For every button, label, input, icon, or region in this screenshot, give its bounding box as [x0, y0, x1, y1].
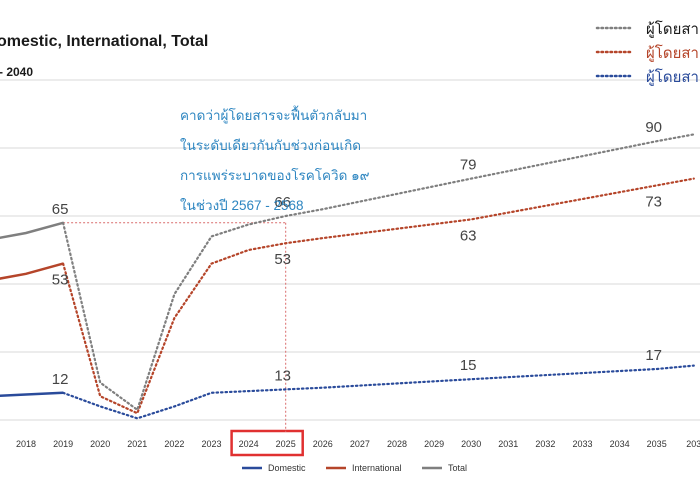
bottom-legend: Domestic International Total [242, 463, 467, 473]
x-tick-label: 2031 [498, 439, 518, 449]
x-tick-label: 2034 [610, 439, 630, 449]
data-labels: 65 53 12 66 53 13 79 63 15 90 73 17 [52, 119, 662, 388]
data-label: 79 [460, 157, 477, 174]
x-tick-label: 2024 [239, 439, 259, 449]
x-tick-label: 2020 [90, 439, 110, 449]
x-tick-label: 2019 [53, 439, 73, 449]
x-tick-label: 2022 [164, 439, 184, 449]
series-actual-international [0, 262, 64, 280]
series-actual-domestic [0, 391, 64, 397]
x-tick-label: 2029 [424, 439, 444, 449]
data-label: 90 [645, 119, 662, 136]
x-tick-label: 2030 [461, 439, 481, 449]
series-forecast-domestic [61, 364, 695, 420]
x-tick-label: 2032 [535, 439, 555, 449]
gridlines [0, 79, 700, 421]
x-tick-label: 2035 [647, 439, 667, 449]
x-tick-label: 2021 [127, 439, 147, 449]
series-actual-total [0, 221, 64, 240]
annotation-text: คาดว่าผู้โดยสารจะฟื้นตัวกลับมาในระดับเดี… [180, 105, 370, 213]
x-tick-label: 2027 [350, 439, 370, 449]
chart-subtitle: - 2040 [0, 65, 33, 79]
annotation-line: การแพร่ระบาดของโรคโควิด ๑๙ [180, 167, 370, 183]
data-label: 15 [460, 357, 477, 374]
reference-lines [63, 222, 287, 432]
data-label: 65 [52, 201, 69, 218]
x-tick-label: 2025 [276, 439, 296, 449]
highlight-box [230, 429, 304, 457]
top-legend-label: ผู้โดยสา [646, 68, 699, 86]
bottom-legend-label: Total [448, 463, 467, 473]
annotation-line: ในระดับเดียวกันกับช่วงก่อนเกิด [180, 137, 361, 153]
data-label: 17 [645, 347, 662, 364]
data-label: 13 [274, 367, 291, 384]
x-tick-label: 2026 [313, 439, 333, 449]
x-tick-label: 2023 [201, 439, 221, 449]
top-legend-label: ผู้โดยสา [646, 44, 699, 62]
highlight-2024-2025 [230, 429, 304, 457]
series-forecast-total [61, 133, 695, 412]
data-label: 66 [274, 194, 291, 211]
x-tick-label: 2028 [387, 439, 407, 449]
x-tick-label: 203 [686, 439, 700, 449]
data-label: 63 [460, 227, 477, 244]
series-forecast-international [61, 177, 695, 415]
data-label: 53 [274, 251, 291, 268]
annotation-line: คาดว่าผู้โดยสารจะฟื้นตัวกลับมา [180, 105, 367, 124]
data-label: 12 [52, 371, 69, 388]
data-label: 73 [645, 193, 662, 210]
chart-title: omestic, International, Total [0, 33, 208, 50]
series-lines [0, 133, 695, 420]
x-tick-label: 2033 [572, 439, 592, 449]
data-label: 53 [52, 272, 69, 289]
top-legend-label: ผู้โดยสา [646, 20, 699, 38]
x-tick-label: 2018 [16, 439, 36, 449]
x-axis-ticks: 2018 2019 2020 2021 2022 2023 2024 2025 2026 2027… [16, 439, 700, 449]
bottom-legend-label: International [352, 463, 402, 473]
bottom-legend-label: Domestic [268, 463, 306, 473]
annotation-line: ในช่วงปี 2567 - 2568 [180, 197, 304, 213]
